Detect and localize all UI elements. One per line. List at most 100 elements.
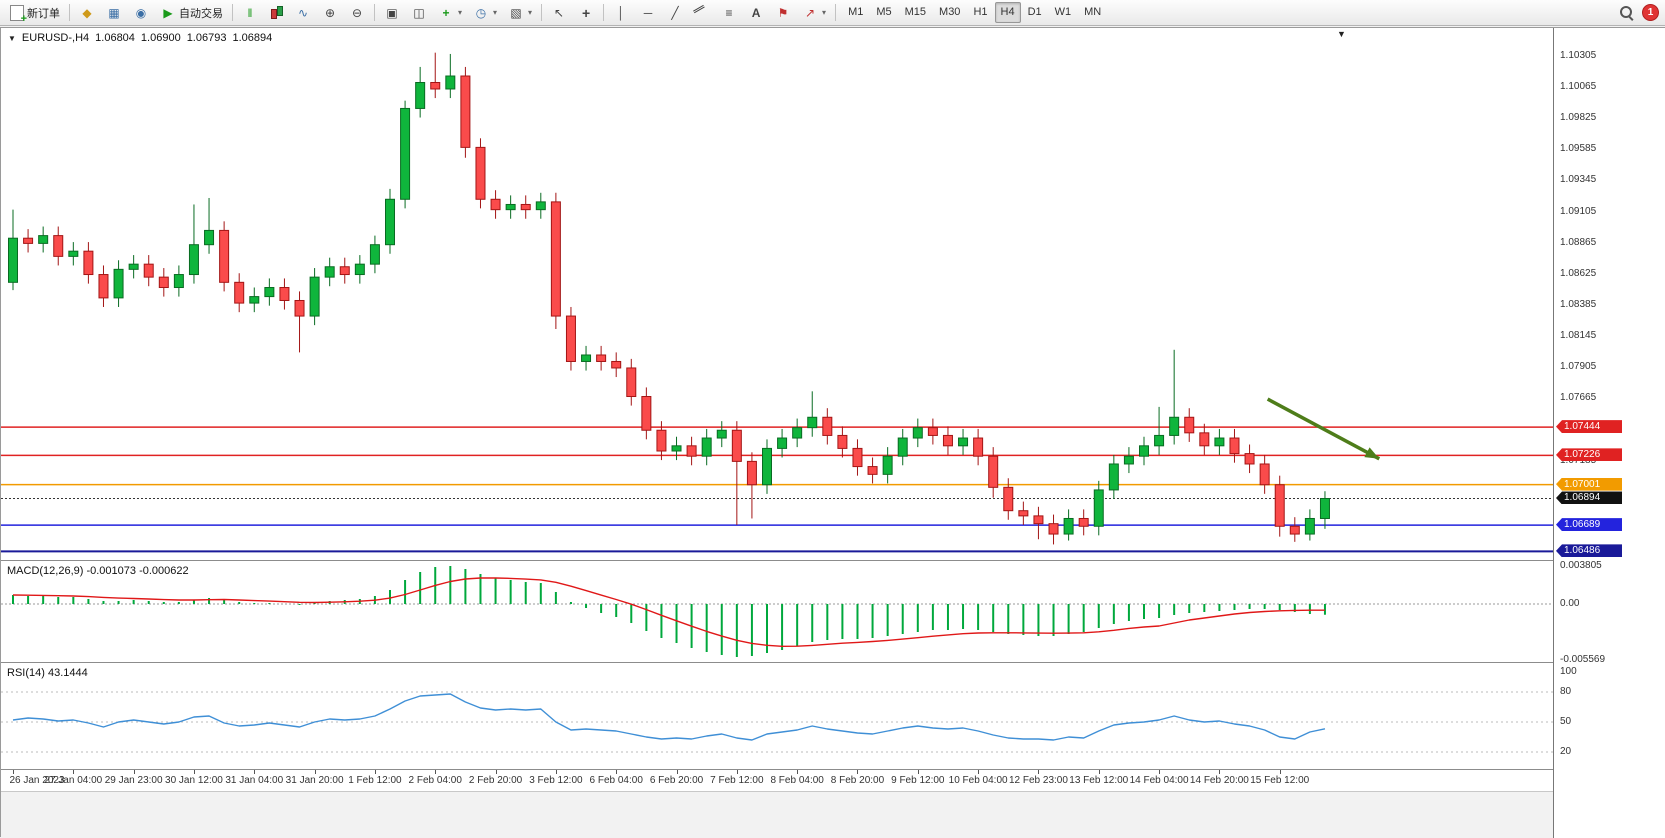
timeframe-D1[interactable]: D1	[1027, 6, 1042, 18]
label-tool-button[interactable]: ⚑	[770, 1, 796, 25]
autotrading-play-icon: ▶	[163, 5, 173, 20]
vertical-line-icon: │	[617, 5, 625, 20]
rsi-canvas[interactable]	[1, 664, 1553, 768]
notification-badge[interactable]: 1	[1642, 4, 1659, 21]
candle-body	[1078, 517, 1089, 527]
arrows-tool-button[interactable]: ↗ ▾	[797, 1, 831, 25]
bar-chart-button[interactable]: ‖	[237, 1, 263, 25]
new-chart-button[interactable]: + ▾	[433, 1, 467, 25]
chart-window: ▼ EURUSD-,H4 1.06804 1.06900 1.06793 1.0…	[0, 27, 1665, 838]
candle-body	[505, 203, 516, 211]
time-axis-tick	[374, 770, 376, 774]
candle-body	[188, 244, 199, 276]
candle-body	[128, 263, 139, 270]
chart-symbol-period: EURUSD-,H4	[21, 32, 90, 44]
ohlc-low: 1.06793	[186, 32, 227, 44]
time-axis[interactable]: 26 Jan 2023 27 Jan 04:00 29 Jan 23:00 30 Ja…	[1, 769, 1553, 792]
autotrading-button[interactable]: ▶ 自动交易	[155, 1, 228, 25]
main-chart-canvas[interactable]	[1, 28, 1553, 560]
horizontal-line-tool-button[interactable]: ─	[635, 1, 661, 25]
fibonacci-tool-button[interactable]: ≡	[716, 1, 742, 25]
price-axis-label: 1.08865	[1560, 236, 1597, 248]
candle-body	[1214, 437, 1225, 447]
candle-body	[958, 437, 969, 447]
toolbar-right-group: 1	[1619, 4, 1659, 21]
candle-body	[339, 266, 350, 276]
period-button[interactable]: ◷ ▾	[468, 1, 502, 25]
candle-body	[264, 287, 275, 298]
time-axis-label: 2 Feb 04:00	[408, 775, 462, 786]
chevron-down-icon: ▾	[822, 8, 827, 17]
macd-axis-label: 0.00	[1560, 598, 1580, 609]
time-axis-tick	[1279, 770, 1281, 774]
trend-arrow-annotation[interactable]	[1266, 397, 1381, 461]
time-axis-label: 14 Feb 04:00	[1129, 775, 1189, 786]
macd-label: MACD(12,26,9) -0.001073 -0.000622	[7, 565, 189, 577]
timeframe-M30[interactable]: M30	[939, 6, 961, 18]
tile-windows-button[interactable]: ▣	[379, 1, 405, 25]
candle-body	[550, 201, 561, 317]
one-click-trading-icon[interactable]: ▼	[8, 33, 16, 43]
zoom-in-button[interactable]: ⊕	[317, 1, 343, 25]
candle-body	[1093, 489, 1104, 527]
macd-signal-line	[12, 577, 1325, 648]
template-button[interactable]: ▧ ▾	[503, 1, 537, 25]
candle-body	[475, 146, 486, 200]
new-order-button[interactable]: 新订单	[5, 1, 65, 25]
price-axis[interactable]: 1.10305 1.10065 1.09825 1.09585 1.09345 1.091…	[1553, 28, 1665, 838]
arrows-tool-icon: ↗	[805, 5, 816, 20]
zoom-out-button[interactable]: ⊖	[344, 1, 370, 25]
trendline-tool-button[interactable]: ╱	[662, 1, 688, 25]
data-window-button[interactable]: ▦	[101, 1, 127, 25]
candle-body	[762, 447, 772, 486]
crosshair-tool-button[interactable]: +	[573, 1, 599, 25]
price-axis-label: 1.07665	[1560, 392, 1597, 404]
vertical-line-tool-button[interactable]: │	[608, 1, 634, 25]
macd-axis-label: 0.003805	[1560, 559, 1602, 571]
navigator-button[interactable]: ◉	[128, 1, 154, 25]
candle-body	[565, 315, 576, 362]
timeframe-M15[interactable]: M15	[904, 6, 927, 18]
zoom-out-icon: ⊖	[351, 5, 363, 20]
candle-body	[1319, 497, 1330, 519]
text-tool-button[interactable]: A	[743, 1, 769, 25]
chevron-down-icon: ▾	[493, 8, 498, 17]
candle-body	[897, 437, 908, 457]
candle-body	[716, 429, 727, 439]
channel-icon: ∥	[691, 2, 707, 13]
timeframe-H1[interactable]: H1	[973, 6, 988, 18]
timeframe-MN[interactable]: MN	[1084, 6, 1102, 18]
candlestick-chart-button[interactable]	[264, 1, 289, 25]
line-chart-button[interactable]: ∿	[290, 1, 316, 25]
macd-canvas[interactable]	[1, 562, 1553, 662]
timeframe-H4[interactable]: H4	[994, 2, 1021, 23]
timeframe-W1[interactable]: W1	[1054, 6, 1072, 18]
timeframe-M5[interactable]: M5	[876, 6, 892, 18]
cascade-windows-button[interactable]: ◫	[406, 1, 432, 25]
candle-body	[1139, 445, 1149, 457]
time-axis-label: 8 Feb 20:00	[830, 775, 885, 786]
candle-body	[460, 75, 471, 148]
time-axis-label: 13 Feb 12:00	[1069, 775, 1129, 786]
panel-separator[interactable]	[1, 560, 1664, 561]
market-watch-button[interactable]: ◆	[74, 1, 100, 25]
time-axis-label: 6 Feb 04:00	[589, 775, 643, 786]
candle-body	[1123, 455, 1134, 465]
time-axis-label: 15 Feb 12:00	[1250, 775, 1310, 786]
cursor-tool-button[interactable]: ↖	[546, 1, 572, 25]
rsi-axis-label: 50	[1560, 716, 1572, 727]
time-axis-label: 26 Jan 2023	[9, 775, 65, 786]
panel-separator[interactable]	[1, 662, 1664, 663]
chart-menu-icon[interactable]: ▼	[1337, 29, 1346, 39]
channel-tool-button[interactable]: ∥	[689, 1, 715, 25]
candle-body	[626, 367, 637, 398]
tile-windows-icon: ▣	[386, 5, 398, 20]
timeframe-M1[interactable]: M1	[848, 6, 864, 18]
candle-body	[354, 263, 365, 276]
search-icon[interactable]	[1619, 5, 1634, 20]
candle-body	[83, 250, 94, 276]
candle-body	[942, 434, 953, 447]
candle-body	[882, 455, 893, 475]
time-axis-tick	[254, 770, 256, 774]
toolbar: 新订单 ◆ ▦ ◉ ▶ 自动交易 ‖ ∿ ⊕ ⊖ ▣ ◫ + ▾ ◷ ▾ ▧ ▾…	[0, 0, 1665, 26]
